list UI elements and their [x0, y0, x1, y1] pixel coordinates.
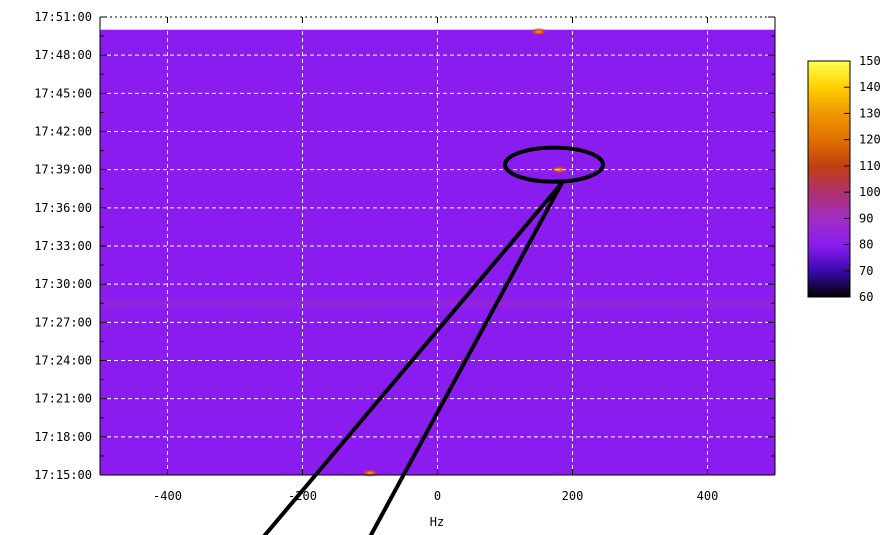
colorbar-tick-label: 110 — [859, 159, 881, 173]
colorbar-tick-label: 70 — [859, 264, 873, 278]
y-tick-label: 17:15:00 — [34, 468, 92, 482]
y-tick-label: 17:30:00 — [34, 277, 92, 291]
grid-lines — [100, 17, 775, 475]
annotation-pointer-left — [263, 180, 564, 535]
x-tick-label: 200 — [562, 489, 584, 503]
y-tick-label: 17:18:00 — [34, 430, 92, 444]
annotation-pointer-right — [369, 180, 564, 535]
y-tick-label: 17:39:00 — [34, 163, 92, 177]
colorbar-tick-label: 100 — [859, 185, 881, 199]
colorbar-tick-label: 150 — [859, 54, 881, 68]
colorbar: 60 70 80 90 100 110 120 130 140 150 — [807, 54, 881, 304]
x-tick-label: 400 — [697, 489, 719, 503]
annotation-callout — [263, 145, 605, 535]
y-tick-label: 17:36:00 — [34, 201, 92, 215]
y-tick-label: 17:45:00 — [34, 86, 92, 100]
y-tick-label: 17:33:00 — [34, 239, 92, 253]
heatmap-band-0 — [100, 294, 775, 313]
x-tick-label: 0 — [434, 489, 441, 503]
colorbar-tick-label: 60 — [859, 290, 873, 304]
colorbar-gradient — [807, 60, 851, 298]
x-tick-label: -400 — [153, 489, 182, 503]
y-tick-label: 17:42:00 — [34, 125, 92, 139]
colorbar-tick-label: 130 — [859, 106, 881, 120]
colorbar-tick-label: 140 — [859, 80, 881, 94]
y-tick-label: 17:51:00 — [34, 10, 92, 24]
y-tick-label: 17:27:00 — [34, 315, 92, 329]
heatmap-spot-1 — [529, 27, 548, 36]
colorbar-tick-label: 80 — [859, 238, 873, 252]
y-tick-label: 17:48:00 — [34, 48, 92, 62]
y-tick-label: 17:24:00 — [34, 354, 92, 368]
heatmap-spot-3 — [361, 469, 379, 477]
axes: -400 -200 0 200 40017:15:0017:18:0017:21:001… — [34, 10, 776, 503]
colorbar-tick-label: 120 — [859, 133, 881, 147]
colorbar-tick-label: 90 — [859, 211, 873, 225]
x-axis-label: Hz — [430, 515, 444, 529]
y-tick-label: 17:21:00 — [34, 392, 92, 406]
annotation-ellipse — [503, 145, 605, 184]
